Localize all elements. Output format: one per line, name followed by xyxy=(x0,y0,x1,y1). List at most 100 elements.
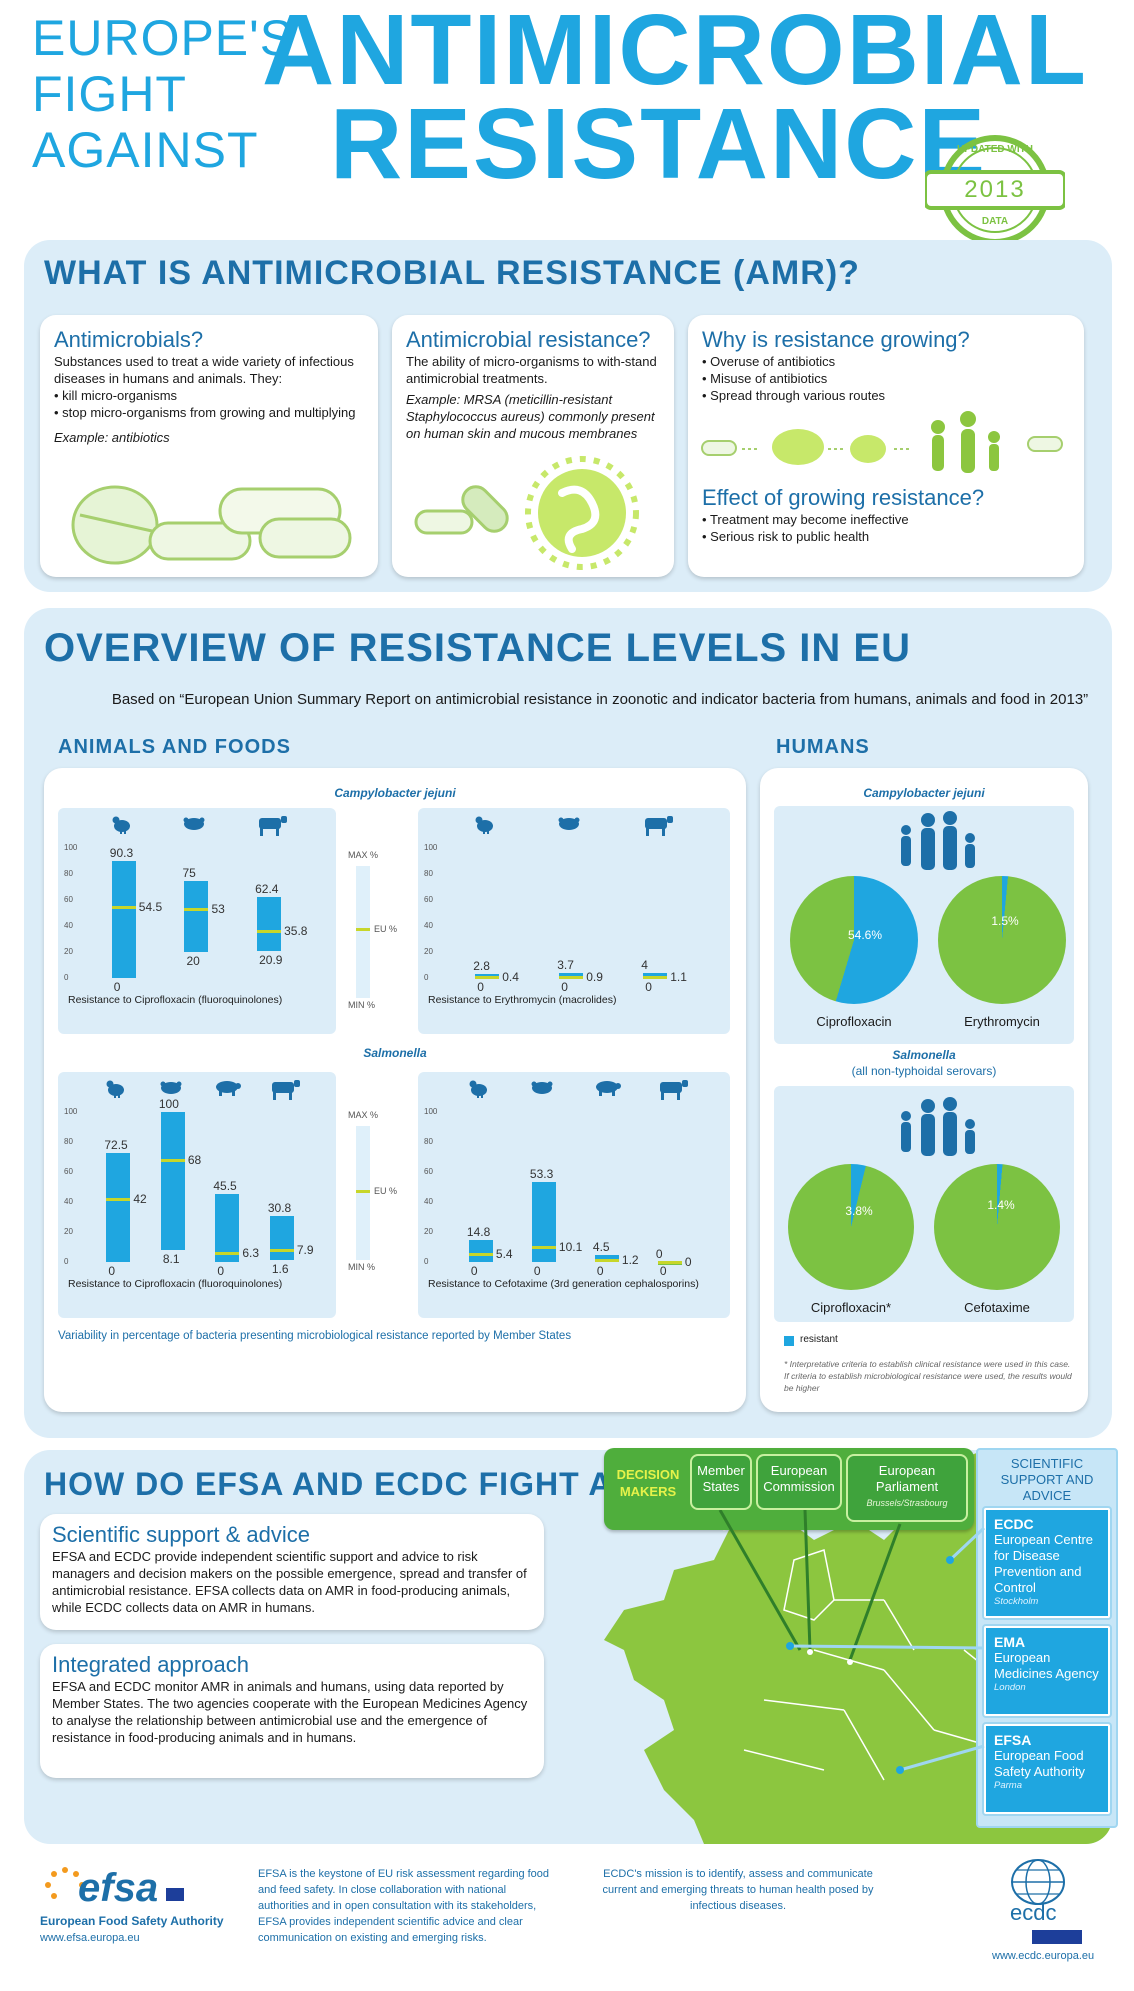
min-value-label: 0 xyxy=(645,980,652,994)
pie-salmonella-cefotaxime xyxy=(934,1164,1060,1290)
card-title: Scientific support & advice xyxy=(52,1522,311,1547)
chart-caption: Resistance to Cefotaxime (3rd generation… xyxy=(428,1278,699,1290)
ecdc-mission-text: ECDC's mission is to identify, assess an… xyxy=(602,1868,874,1912)
y-tick-label: 80 xyxy=(64,1137,73,1146)
min-value-label: 0 xyxy=(477,980,484,994)
card-why-resistance-growing: Why is resistance growing? Overuse of an… xyxy=(688,315,1084,577)
min-value-label: 0 xyxy=(217,1264,225,1278)
min-value-label: 0 xyxy=(596,1264,604,1278)
y-tick-label: 20 xyxy=(424,1227,433,1236)
max-value-label: 100 xyxy=(158,1097,179,1111)
efsa-star-logo-icon xyxy=(45,1867,85,1899)
agency-card-efsa: EFSA European Food Safety Authority Parm… xyxy=(984,1724,1110,1814)
cow-icon xyxy=(268,1078,300,1105)
y-tick-label: 100 xyxy=(64,843,78,852)
eu-mean-line xyxy=(160,1159,185,1162)
cow-icon xyxy=(641,814,674,841)
broiler-meat-icon xyxy=(159,1078,183,1101)
bullet-item: Overuse of antibiotics xyxy=(702,353,1070,370)
eu-mean-line xyxy=(594,1259,619,1263)
card-text: EFSA and ECDC provide independent scient… xyxy=(52,1549,527,1615)
bullet-item: kill micro-organisms xyxy=(54,387,364,404)
eu-value-label: 5.4 xyxy=(495,1246,513,1261)
chart-campylobacter-ciprofloxacin: 100 80 60 40 20 0 90.3 54.5 0 75 53 20 62.4 35.8 20.9 R… xyxy=(58,808,336,1034)
eu-mean-line xyxy=(657,1261,682,1264)
ecdc-url-link[interactable]: www.ecdc.europa.eu xyxy=(992,1950,1095,1962)
card-example: Example: MRSA (meticillin-resistant Stap… xyxy=(406,392,655,441)
range-bar xyxy=(468,1239,493,1262)
efsa-url-link[interactable]: www.efsa.europa.eu xyxy=(40,1932,140,1944)
chart-caption: Resistance to Ciprofloxacin (fluoroquino… xyxy=(68,994,283,1006)
efsa-name: European Food Safety Authority xyxy=(40,1914,224,1928)
section-heading-overview: OVERVIEW OF RESISTANCE LEVELS IN EU xyxy=(44,626,911,670)
eu-value-label: 53 xyxy=(211,902,225,917)
bullet-item: Spread through various routes xyxy=(702,387,1070,404)
pie-label: Erythromycin xyxy=(964,1014,1040,1029)
min-value-label: 1.6 xyxy=(271,1261,289,1276)
broiler-meat-icon xyxy=(182,814,206,837)
species-label-campylobacter: Campylobacter jejuni xyxy=(334,786,456,800)
legend-resistant-swatch xyxy=(784,1336,794,1346)
max-value-label: 4 xyxy=(641,957,648,972)
efsa-mission-text: EFSA is the keystone of EU risk assessme… xyxy=(258,1868,550,1944)
chart-campylobacter-erythromycin: 100 80 60 40 20 0 2.8 0.4 0 3.7 0.9 0 4 1.1 0 Resistanc… xyxy=(418,808,730,1034)
stamp-top: UPDATED WITH xyxy=(957,144,1033,155)
legend-min: MIN % xyxy=(348,1000,375,1010)
range-bar xyxy=(215,1193,240,1262)
european-parliament-box: European Parliament Brussels/Strasbourg xyxy=(846,1454,968,1522)
eu-value-label: 1.2 xyxy=(621,1253,639,1268)
range-bar xyxy=(643,972,668,979)
page-title-line2: RESISTANCE xyxy=(330,88,988,200)
chicken-icon xyxy=(110,814,132,839)
card-text: The ability of micro-organisms to with-s… xyxy=(406,354,657,386)
legend-mean-line xyxy=(356,1190,370,1193)
ecdc-globe-logo-icon xyxy=(1011,1859,1065,1905)
broiler-meat-icon xyxy=(557,814,581,837)
pie-campylobacter-erythromycin xyxy=(938,876,1066,1004)
cow-icon xyxy=(255,814,288,841)
range-bar xyxy=(559,973,584,979)
eu-value-label: 0.4 xyxy=(502,970,519,985)
legend-eu: EU % xyxy=(374,924,398,934)
pig-icon xyxy=(213,1078,242,1101)
support-title: SCIENTIFIC SUPPORT AND ADVICE xyxy=(1000,1456,1094,1503)
card-antimicrobials: Antimicrobials? Substances used to treat… xyxy=(40,315,378,577)
y-tick-label: 100 xyxy=(424,1107,438,1116)
eu-value-label: 0.9 xyxy=(586,969,603,984)
eu-value-label: 35.8 xyxy=(284,924,308,939)
broiler-meat-icon xyxy=(530,1078,554,1101)
pie-campylobacter-ciprofloxacin xyxy=(790,876,918,1004)
range-bar xyxy=(184,880,209,952)
section-heading-what: WHAT IS ANTIMICROBIAL RESISTANCE (AMR)? xyxy=(44,254,860,292)
efsa-logo: efsa xyxy=(78,1866,159,1910)
y-tick-label: 40 xyxy=(64,1197,73,1206)
kicker-line: EUROPE'S xyxy=(32,10,295,66)
min-value-label: 8.1 xyxy=(162,1251,180,1266)
card-title: Integrated approach xyxy=(52,1652,249,1677)
kicker-line: FIGHT xyxy=(32,66,187,122)
eu-value-label: 6.3 xyxy=(242,1245,260,1260)
max-value-label: 4.5 xyxy=(592,1240,610,1255)
section-heading-fight: HOW DO EFSA AND ECDC FIGHT AMR? xyxy=(44,1466,685,1502)
bacterium-icon xyxy=(414,456,639,570)
title-kicker: EUROPE'S FIGHT AGAINST xyxy=(32,10,294,178)
y-tick-label: 20 xyxy=(424,947,433,956)
y-tick-label: 80 xyxy=(424,869,433,878)
eu-flag-icon xyxy=(166,1888,184,1901)
species-label-campylobacter: Campylobacter jejuni xyxy=(863,786,985,800)
stamp-year: 2013 xyxy=(964,176,1026,203)
eu-value-label: 10.1 xyxy=(558,1239,583,1254)
pie-salmonella-ciprofloxacin xyxy=(788,1164,914,1290)
agency-name: European Medicines Agency xyxy=(994,1650,1099,1681)
range-bar xyxy=(269,1215,294,1260)
eu-mean-line xyxy=(257,930,282,934)
min-value-label: 0 xyxy=(659,1264,667,1278)
legend-bar xyxy=(356,866,370,998)
agency-card-ema: EMA European Medicines Agency London xyxy=(984,1626,1110,1716)
y-tick-label: 60 xyxy=(424,895,433,904)
updated-2013-stamp: UPDATED WITH 2013 DATA xyxy=(923,130,1067,250)
min-value-label: 20 xyxy=(186,954,200,968)
stamp-bottom: DATA xyxy=(981,216,1009,227)
legend-mean-line xyxy=(356,928,370,931)
chart-salmonella-ciprofloxacin: 100 80 60 40 20 0 72.5 42 0 100 68 8.1 45.5 6.3 0 30.8 7… xyxy=(58,1072,336,1318)
